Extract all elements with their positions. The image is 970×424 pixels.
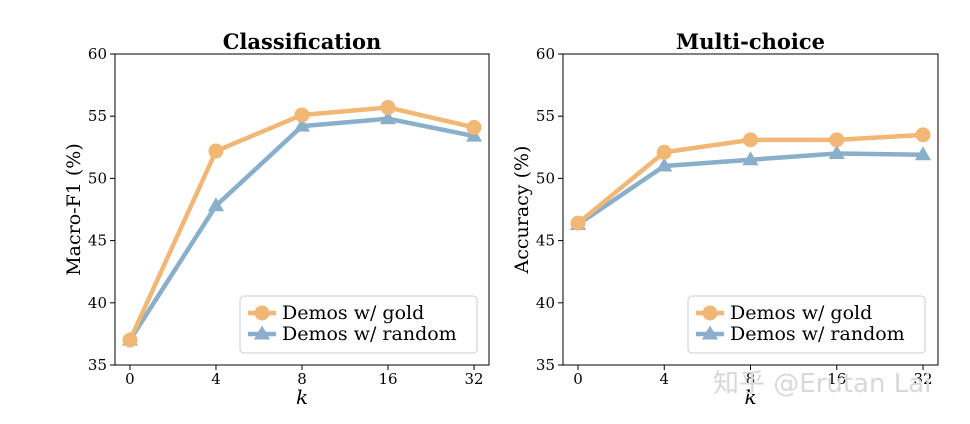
data-point-random — [656, 157, 673, 172]
y-tick-label: 35 — [536, 356, 555, 374]
x-tick-label: 4 — [211, 370, 221, 388]
data-point-gold — [294, 107, 310, 123]
data-point-random — [379, 110, 397, 125]
data-point-random — [914, 146, 932, 161]
data-point-gold — [915, 127, 931, 143]
x-tick-label: 8 — [746, 370, 756, 388]
legend-label: Demos w/ gold — [730, 302, 872, 324]
x-tick-label: 16 — [378, 370, 397, 388]
x-tick-label: 8 — [297, 370, 307, 388]
x-tick-label: 16 — [827, 370, 846, 388]
legend-marker-triangle — [701, 325, 719, 340]
data-point-gold — [570, 215, 586, 231]
data-point-gold — [829, 132, 845, 148]
data-point-random — [207, 197, 225, 212]
y-tick-label: 55 — [88, 107, 107, 125]
y-tick-label: 50 — [88, 169, 107, 187]
legend-label: Demos w/ random — [730, 323, 905, 345]
data-point-gold — [380, 99, 396, 115]
y-tick-label: 60 — [536, 45, 555, 63]
y-tick-label: 45 — [536, 232, 555, 250]
y-tick-label: 45 — [88, 232, 107, 250]
legend-label: Demos w/ gold — [282, 302, 424, 324]
watermark: 知乎 @Erutan Lai — [713, 369, 931, 399]
x-tick-label: 4 — [659, 370, 669, 388]
y-tick-label: 50 — [536, 169, 555, 187]
y-tick-label: 40 — [88, 294, 107, 312]
data-point-random — [828, 145, 845, 160]
y-tick-label: 60 — [88, 45, 107, 63]
data-point-gold — [656, 144, 672, 160]
x-axis-label: k — [296, 385, 308, 409]
data-point-gold — [208, 143, 224, 159]
x-tick-label: 32 — [464, 370, 483, 388]
legend-box — [687, 295, 926, 354]
legend-marker-circle — [702, 305, 718, 321]
legend-label: Demos w/ random — [282, 323, 457, 345]
data-point-gold — [466, 119, 482, 135]
legend-box — [239, 295, 478, 354]
chart-title: Multi-choice — [676, 29, 825, 54]
chart-title: Classification — [223, 29, 382, 54]
classification-chart: Classification 35 40 45 50 55 60 0 4 8 16 32 k Macro-… — [63, 29, 490, 409]
legend-marker-circle — [254, 305, 270, 321]
data-point-random — [293, 117, 311, 132]
legend-marker-triangle — [253, 325, 271, 340]
y-axis-label: Accuracy (%) — [511, 146, 533, 275]
x-tick-label: 32 — [913, 370, 932, 388]
x-axis-label: k — [744, 385, 756, 409]
multi-choice-chart: Multi-choice 35 40 45 50 55 60 0 4 8 16 32 k Accuracy… — [511, 29, 939, 409]
data-point-gold — [743, 132, 758, 148]
y-axis-label: Macro-F1 (%) — [63, 143, 85, 276]
data-point-random — [742, 151, 759, 166]
x-tick-label: 0 — [573, 370, 583, 388]
y-tick-label: 35 — [88, 356, 107, 374]
y-tick-label: 55 — [536, 107, 555, 125]
data-point-gold — [122, 332, 138, 348]
x-tick-label: 0 — [125, 370, 135, 388]
y-tick-label: 40 — [536, 294, 555, 312]
series-line-gold — [576, 132, 924, 225]
